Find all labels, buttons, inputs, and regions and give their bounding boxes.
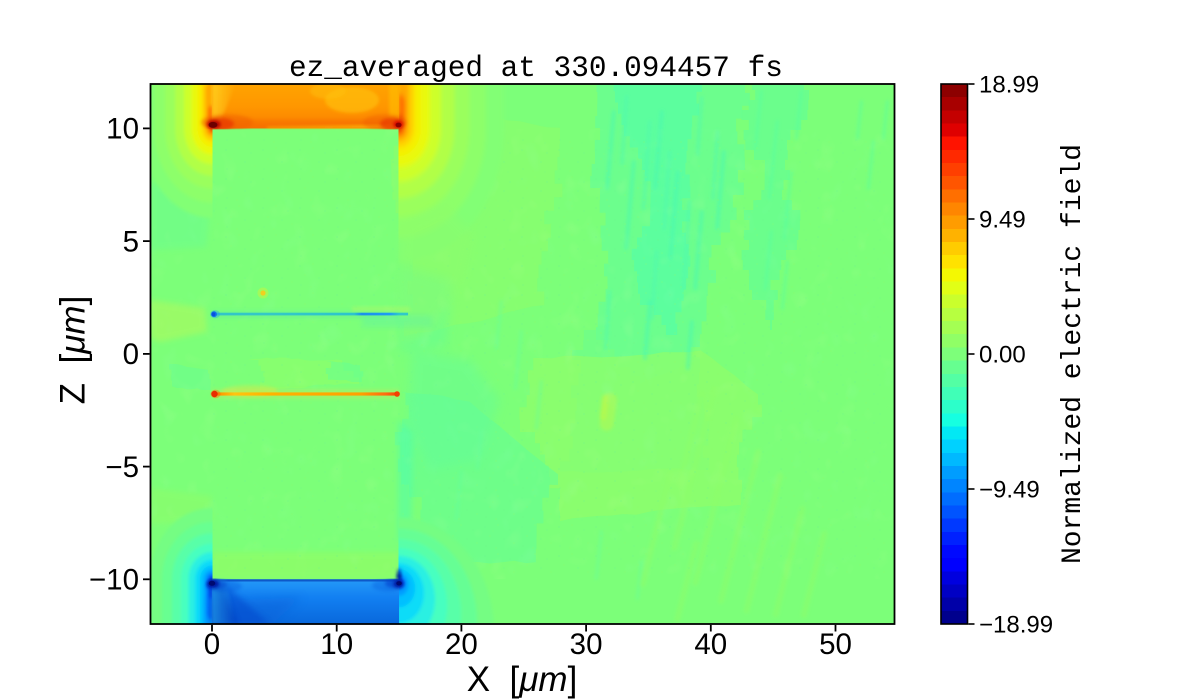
svg-text:18.99: 18.99 bbox=[979, 71, 1039, 98]
svg-text:−5: −5 bbox=[105, 451, 139, 484]
svg-text:10: 10 bbox=[320, 628, 353, 661]
svg-text:Z [μm]: Z [μm] bbox=[54, 296, 93, 405]
svg-text:−18.99: −18.99 bbox=[979, 611, 1053, 638]
svg-text:40: 40 bbox=[694, 628, 727, 661]
svg-text:30: 30 bbox=[570, 628, 603, 661]
svg-text:0.00: 0.00 bbox=[979, 341, 1026, 368]
svg-text:5: 5 bbox=[123, 225, 139, 258]
svg-text:50: 50 bbox=[819, 628, 852, 661]
svg-text:0: 0 bbox=[204, 628, 220, 661]
svg-text:10: 10 bbox=[106, 113, 139, 146]
svg-text:Normalized electric field: Normalized electric field bbox=[1058, 144, 1089, 564]
svg-text:−9.49: −9.49 bbox=[979, 476, 1040, 503]
svg-text:X [μm]: X [μm] bbox=[467, 660, 578, 699]
svg-text:−10: −10 bbox=[89, 564, 139, 597]
svg-text:0: 0 bbox=[123, 338, 139, 371]
svg-text:ez_averaged at 330.094457 fs: ez_averaged at 330.094457 fs bbox=[289, 52, 783, 85]
svg-text:9.49: 9.49 bbox=[979, 206, 1026, 233]
svg-text:20: 20 bbox=[445, 628, 478, 661]
